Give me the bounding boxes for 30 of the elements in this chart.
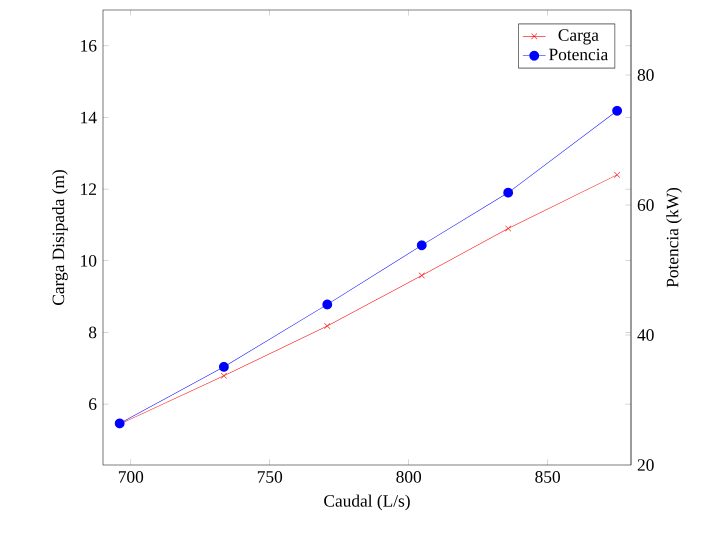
point [614, 172, 620, 178]
point [324, 322, 330, 330]
point [220, 372, 227, 379]
y2-tick-label: 60 [638, 199, 654, 211]
y2-tick-label: 80 [638, 69, 654, 81]
point [322, 300, 332, 310]
point [114, 418, 125, 428]
point [503, 188, 514, 198]
point [218, 362, 229, 372]
y-tick-label: 6 [89, 398, 96, 410]
x-tick-label: 700 [118, 471, 144, 483]
legend-label: Potencia [549, 48, 608, 60]
point [612, 106, 622, 116]
x-tick-label: 800 [396, 471, 422, 483]
x-tick-label: 750 [258, 471, 282, 483]
point [418, 272, 425, 279]
y-tick-label: 10 [81, 254, 96, 267]
y2-tick-label: 20 [638, 459, 654, 471]
y-tick-label: 8 [88, 326, 96, 338]
x-tick-label: 850 [535, 471, 560, 483]
point [416, 240, 427, 250]
point [505, 225, 512, 232]
y-axis-title: Carga Disipada (m) [52, 170, 68, 305]
y2-tick-label: 40 [637, 329, 654, 341]
x-axis-title: Caudal (L/s) [324, 494, 410, 510]
legend-label: Carga [558, 29, 599, 44]
y2-axis-title: Potencia (kW) [666, 188, 682, 288]
y-tick-label: 12 [81, 183, 96, 195]
y-tick-label: 14 [81, 112, 97, 124]
y-tick-label: 16 [81, 40, 96, 52]
